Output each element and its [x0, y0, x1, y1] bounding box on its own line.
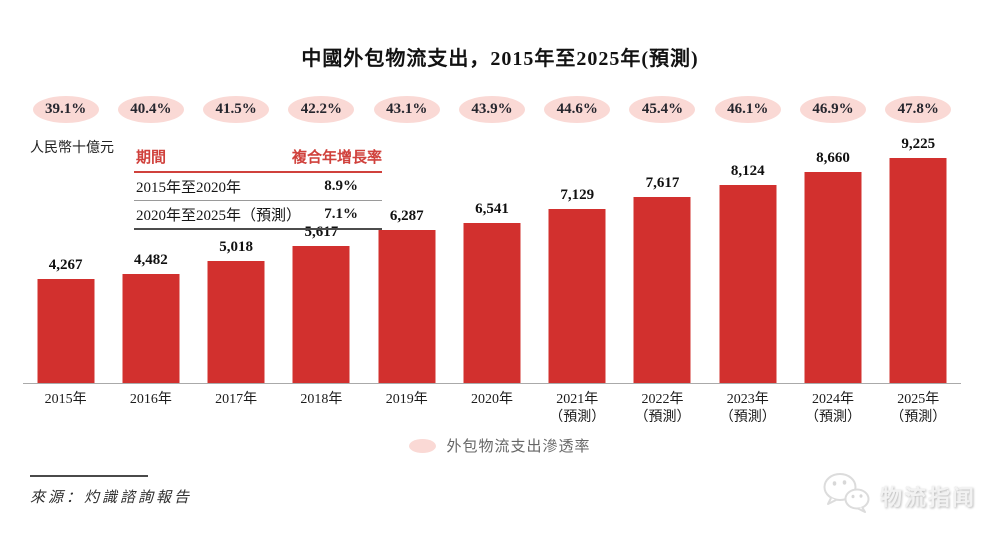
penetration-rate-badge: 41.5%	[203, 96, 270, 123]
expenditure-bar	[207, 261, 265, 383]
x-axis-label: 2023年 （預測）	[719, 392, 776, 426]
penetration-rate-badge: 46.1%	[714, 96, 781, 123]
cagr-header-period: 期間	[136, 150, 167, 166]
penetration-rate-badge: 45.4%	[629, 96, 696, 123]
cagr-value: 7.1%	[324, 206, 358, 222]
legend-label: 外包物流支出滲透率	[446, 438, 591, 455]
expenditure-bar	[292, 246, 350, 383]
legend: 外包物流支出滲透率	[0, 435, 1000, 456]
x-axis-label: 2022年 （預測）	[634, 392, 691, 426]
chart-column: 39.1% 4,267 2015年	[23, 96, 108, 436]
x-axis-label: 2018年	[300, 392, 343, 407]
legend-swatch-pink-oval	[409, 438, 437, 453]
chart-column: 44.6% 7,129 2021年 （預測）	[535, 96, 620, 436]
chart-column: 43.9% 6,541 2020年	[449, 96, 534, 436]
cagr-table-header: 期間 複合年增長率	[134, 146, 382, 173]
expenditure-bar	[889, 158, 947, 383]
bar-value-label: 6,541	[475, 201, 509, 217]
source-divider	[30, 475, 148, 477]
cagr-period: 2020年至2025年（預測）	[136, 208, 302, 224]
expenditure-bar	[719, 185, 777, 383]
x-axis-label: 2019年	[385, 392, 428, 407]
x-axis-label: 2015年	[44, 392, 87, 407]
bar-chart: 39.1% 4,267 2015年 40.4% 4,482 2016年 41.5% 5,018…	[23, 96, 961, 436]
cagr-table-row: 2015年至2020年 8.9%	[134, 173, 382, 201]
cagr-table: 期間 複合年增長率 2015年至2020年 8.9% 2020年至2025年（預…	[134, 146, 382, 230]
watermark: 物流指闻	[820, 470, 976, 521]
cagr-value: 8.9%	[324, 178, 358, 194]
bar-value-label: 5,018	[219, 239, 254, 255]
expenditure-bar	[463, 223, 521, 383]
y-axis-unit-label: 人民幣十億元	[30, 141, 114, 156]
bar-value-label: 4,482	[134, 252, 168, 268]
chart-column: 40.4% 4,482 2016年	[108, 96, 193, 436]
bar-value-label: 9,225	[901, 136, 936, 152]
bar-value-label: 6,287	[389, 208, 424, 224]
bar-value-label: 8,660	[816, 150, 850, 166]
x-axis-label: 2025年 （預測）	[890, 392, 947, 426]
chart-column: 46.1% 8,124 2023年 （預測）	[705, 96, 790, 436]
expenditure-bar	[37, 279, 95, 383]
expenditure-bar	[548, 209, 606, 383]
x-axis-label: 2016年	[129, 392, 172, 407]
penetration-rate-badge: 47.8%	[885, 96, 952, 123]
bar-value-label: 4,267	[48, 257, 83, 273]
x-axis-label: 2020年	[470, 392, 513, 407]
expenditure-bar	[378, 230, 436, 383]
penetration-rate-badge: 39.1%	[32, 96, 99, 123]
expenditure-bar	[804, 172, 862, 383]
chart-column: 41.5% 5,018 2017年	[194, 96, 279, 436]
x-axis-label: 2021年 （預測）	[549, 392, 606, 426]
penetration-rate-badge: 42.2%	[288, 96, 355, 123]
expenditure-bar	[633, 197, 691, 383]
bar-value-label: 8,124	[730, 163, 765, 179]
source-text: 來源：灼識諮詢報告	[30, 490, 193, 506]
x-axis-label: 2024年 （預測）	[805, 392, 862, 426]
watermark-text: 物流指闻	[879, 484, 976, 510]
penetration-rate-badge: 46.9%	[800, 96, 867, 123]
page-title: 中國外包物流支出，2015年至2025年(預測)	[301, 48, 699, 70]
penetration-rate-badge: 43.9%	[458, 96, 525, 123]
x-axis-label: 2017年	[215, 392, 258, 407]
cagr-period: 2015年至2020年	[136, 180, 242, 196]
chart-column: 46.9% 8,660 2024年 （預測）	[790, 96, 875, 436]
penetration-rate-badge: 44.6%	[544, 96, 611, 123]
cagr-header-rate: 複合年增長率	[291, 150, 382, 166]
source-note: 來源：灼識諮詢報告	[30, 475, 192, 507]
chart-column: 42.2% 5,617 2018年	[279, 96, 364, 436]
wechat-bubbles-icon	[820, 470, 872, 521]
x-axis-line	[23, 383, 961, 384]
bar-value-label: 7,617	[645, 175, 680, 191]
cagr-table-row: 2020年至2025年（預測） 7.1%	[134, 201, 382, 230]
chart-column: 43.1% 6,287 2019年	[364, 96, 449, 436]
bar-value-label: 7,129	[560, 187, 595, 203]
chart-column: 47.8% 9,225 2025年 （預測）	[876, 96, 961, 436]
expenditure-bar	[122, 274, 180, 383]
penetration-rate-badge: 40.4%	[117, 96, 184, 123]
penetration-rate-badge: 43.1%	[373, 96, 440, 123]
chart-column: 45.4% 7,617 2022年 （預測）	[620, 96, 705, 436]
